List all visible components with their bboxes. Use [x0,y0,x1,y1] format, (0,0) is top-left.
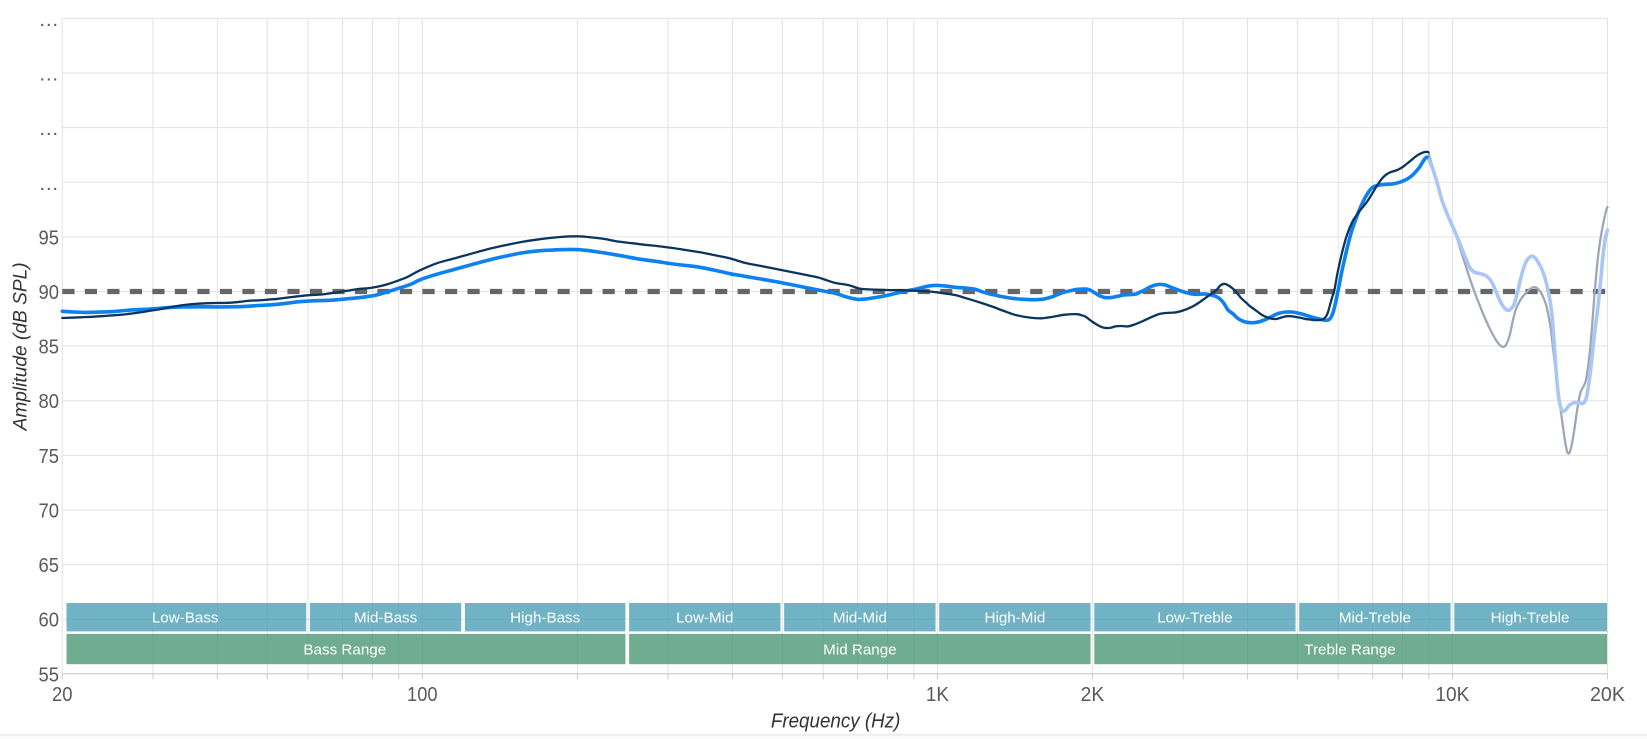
svg-text:Low-Treble: Low-Treble [1157,609,1232,626]
svg-text:65: 65 [39,554,60,577]
svg-text:Low-Bass: Low-Bass [152,609,219,626]
svg-text:20K: 20K [1590,683,1625,706]
svg-text:1K: 1K [926,683,949,706]
svg-text:Mid-Bass: Mid-Bass [354,609,418,626]
svg-text:10K: 10K [1435,683,1469,706]
svg-text:70: 70 [39,500,60,523]
svg-text:Mid-Treble: Mid-Treble [1339,609,1411,626]
svg-text:Mid-Mid: Mid-Mid [833,609,887,626]
svg-text:95: 95 [39,226,60,249]
svg-text:Frequency (Hz): Frequency (Hz) [771,711,901,733]
svg-text:20: 20 [52,683,73,706]
svg-text:75: 75 [39,445,60,468]
svg-text:Low-Mid: Low-Mid [676,609,733,626]
svg-text:80: 80 [39,390,60,413]
svg-text:Mid Range: Mid Range [823,641,896,658]
svg-text:…: … [39,63,60,86]
svg-text:Bass Range: Bass Range [303,641,386,658]
svg-text:100: 100 [407,683,438,706]
svg-text:High-Bass: High-Bass [510,609,580,626]
svg-text:Amplitude (dB SPL): Amplitude (dB SPL) [11,262,32,431]
svg-text:90: 90 [39,281,60,304]
svg-text:55: 55 [39,663,60,686]
svg-text:2K: 2K [1081,683,1105,706]
svg-text:60: 60 [39,609,60,632]
svg-text:Treble Range: Treble Range [1304,641,1395,658]
svg-text:…: … [39,8,60,31]
svg-text:…: … [39,117,60,140]
svg-text:85: 85 [39,336,60,359]
svg-text:High-Treble: High-Treble [1491,609,1570,626]
svg-text:…: … [39,172,60,195]
svg-text:High-Mid: High-Mid [985,609,1046,626]
